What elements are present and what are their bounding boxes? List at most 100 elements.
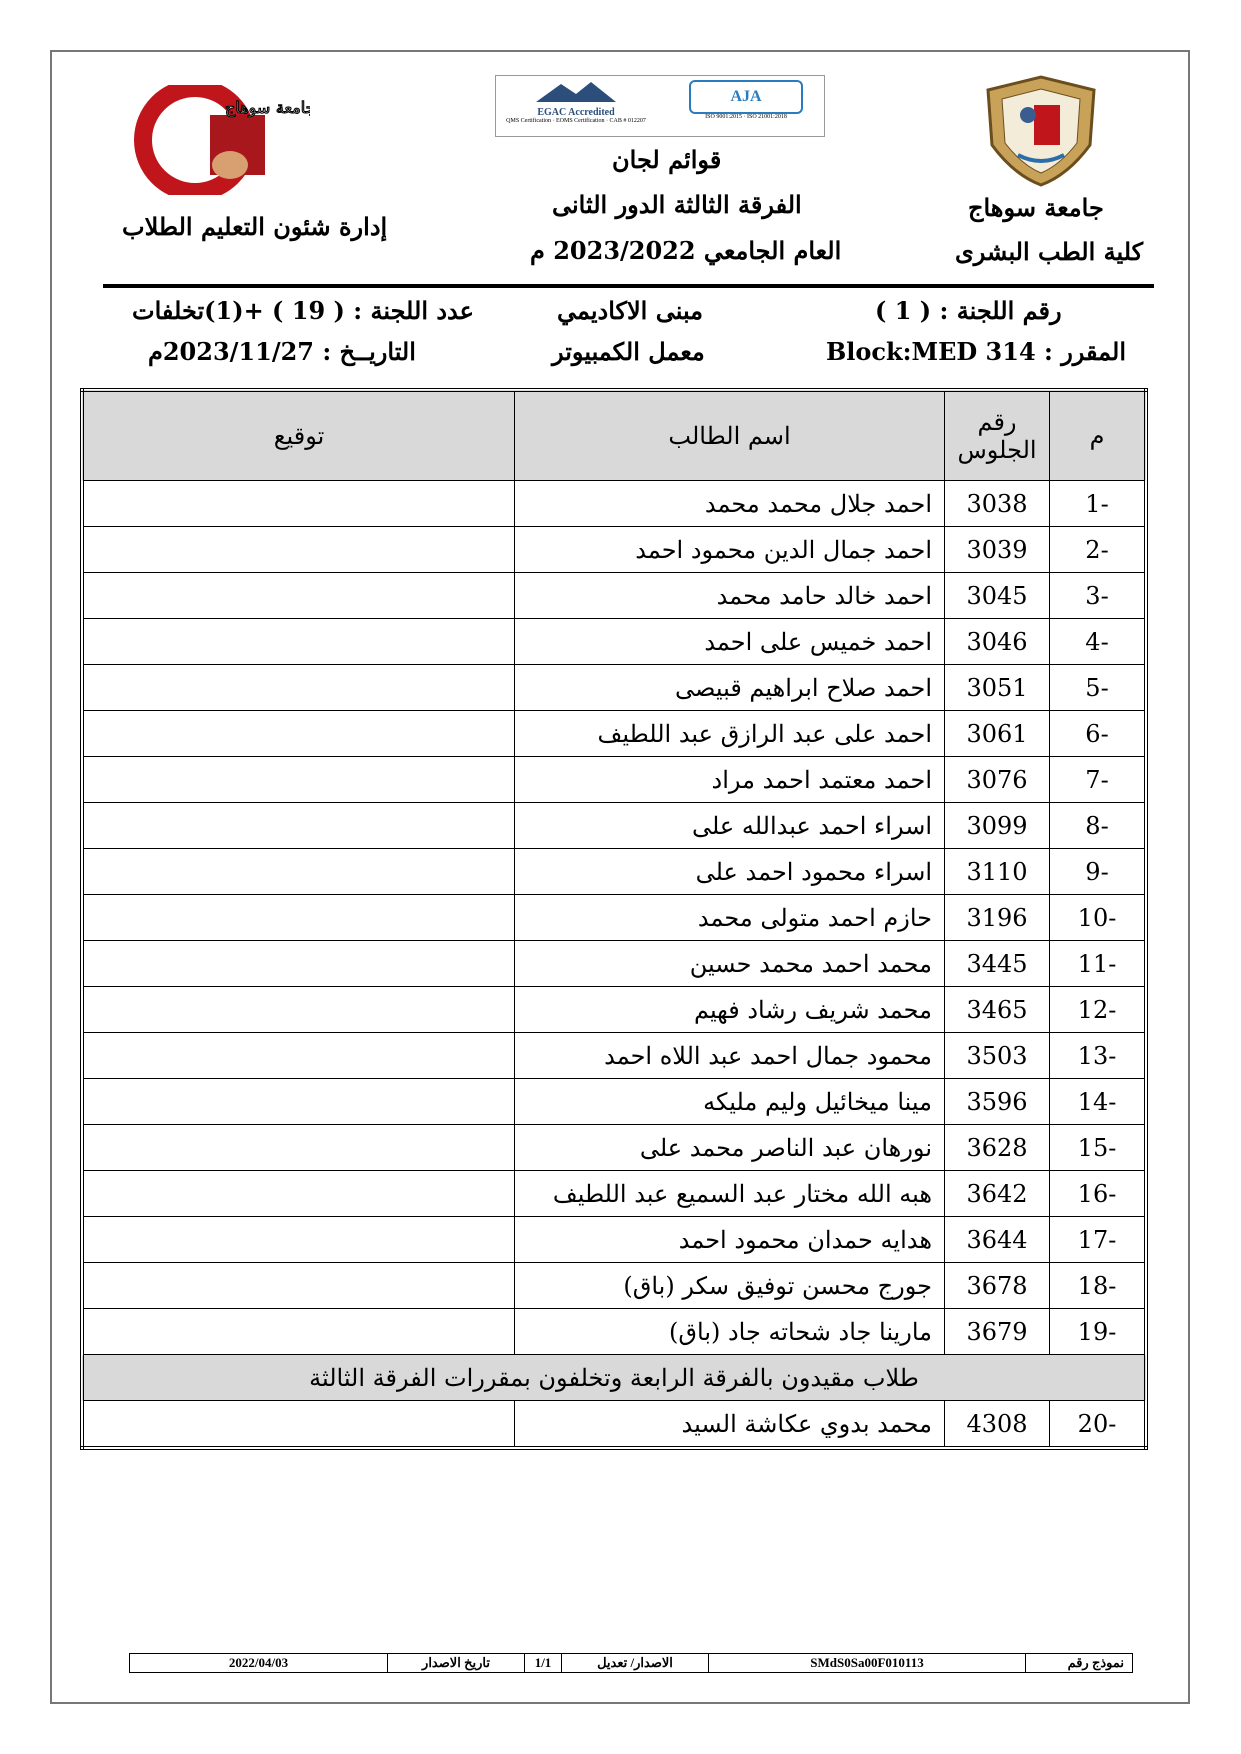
table-row: -11 3445 محمد احمد محمد حسين xyxy=(81,940,1147,987)
table-row: -19 3679 مارينا جاد شحاته جاد (باق) xyxy=(81,1308,1147,1355)
university-name: جامعة سوهاج xyxy=(968,193,1104,222)
seat-number: 3642 xyxy=(944,1170,1050,1217)
header-index: م xyxy=(1049,389,1147,481)
signature-cell[interactable] xyxy=(81,1170,515,1217)
seat-number: 3644 xyxy=(944,1216,1050,1263)
row-index: -4 xyxy=(1049,618,1147,665)
signature-cell[interactable] xyxy=(81,756,515,803)
signature-cell[interactable] xyxy=(81,664,515,711)
form-number-label: نموذج رقم xyxy=(1025,1653,1133,1673)
row-index: -13 xyxy=(1049,1032,1147,1079)
row-index: -17 xyxy=(1049,1216,1147,1263)
header-signature: توقيع xyxy=(81,389,515,481)
section-banner: طلاب مقيدون بالفرقة الرابعة وتخلفون بمقر… xyxy=(81,1354,1147,1401)
form-footer: نموذج رقم SMdS0Sa00F010113 الاصدار/ تعدي… xyxy=(129,1653,1133,1673)
table-row: -2 3039 احمد جمال الدين محمود احمد xyxy=(81,526,1147,573)
seat-number: 3678 xyxy=(944,1262,1050,1309)
signature-cell[interactable] xyxy=(81,986,515,1033)
student-name: محمد شريف رشاد فهيم xyxy=(514,986,945,1033)
issue-date: 2022/04/03 xyxy=(129,1653,388,1673)
course: المقرر : Block:MED 314 xyxy=(826,337,1127,366)
row-index: -20 xyxy=(1049,1400,1147,1449)
student-name: اسراء محمود احمد على xyxy=(514,848,945,895)
table-row: -7 3076 احمد معتمد احمد مراد xyxy=(81,756,1147,803)
header-student-name: اسم الطالب xyxy=(514,389,945,481)
signature-cell[interactable] xyxy=(81,848,515,895)
signature-cell[interactable] xyxy=(81,526,515,573)
table-row: -4 3046 احمد خميس على احمد xyxy=(81,618,1147,665)
table-row: -18 3678 جورج محسن توفيق سكر (باق) xyxy=(81,1262,1147,1309)
faculty-name: كلية الطب البشرى xyxy=(955,237,1144,266)
table-header-row: م رقم الجلوس اسم الطالب توقيع xyxy=(81,389,1147,481)
signature-cell[interactable] xyxy=(81,710,515,757)
signature-cell[interactable] xyxy=(81,1216,515,1263)
signature-cell[interactable] xyxy=(81,572,515,619)
row-index: -6 xyxy=(1049,710,1147,757)
signature-cell[interactable] xyxy=(81,1308,515,1355)
header-seat-number: رقم الجلوس xyxy=(944,389,1050,481)
certification-logos: EGAC Accredited QMS Certification · EOMS… xyxy=(495,75,825,137)
committee-count: عدد اللجنة : ( 19 ) +(1)تخلفات xyxy=(132,296,474,325)
row-index: -7 xyxy=(1049,756,1147,803)
committee-number: رقم اللجنة : ( 1 ) xyxy=(875,296,1062,325)
mountain-icon xyxy=(536,82,616,102)
seat-number: 3628 xyxy=(944,1124,1050,1171)
university-seal-logo xyxy=(986,75,1096,187)
academic-year: العام الجامعي 2023/2022 م xyxy=(530,236,842,265)
issue-date-label: تاريخ الاصدار xyxy=(387,1653,525,1673)
student-name: هدايه حمدان محمود احمد xyxy=(514,1216,945,1263)
signature-cell[interactable] xyxy=(81,1032,515,1079)
student-name: هبه الله مختار عبد السميع عبد اللطيف xyxy=(514,1170,945,1217)
signature-cell[interactable] xyxy=(81,1078,515,1125)
row-index: -9 xyxy=(1049,848,1147,895)
signature-cell[interactable] xyxy=(81,1124,515,1171)
seat-number: 3051 xyxy=(944,664,1050,711)
student-name: اسراء احمد عبدالله على xyxy=(514,802,945,849)
seat-number: 3099 xyxy=(944,802,1050,849)
seat-number: 4308 xyxy=(944,1400,1050,1449)
seat-number: 3038 xyxy=(944,480,1050,527)
building: مبنى الاكاديمي xyxy=(557,296,704,325)
table-row: -6 3061 احمد على عبد الرازق عبد اللطيف xyxy=(81,710,1147,757)
student-name: احمد خميس على احمد xyxy=(514,618,945,665)
table-row: -9 3110 اسراء محمود احمد على xyxy=(81,848,1147,895)
version-label: الاصدار/ تعديل xyxy=(561,1653,709,1673)
seat-number: 3045 xyxy=(944,572,1050,619)
page-border xyxy=(50,50,1190,1704)
seat-number: 3039 xyxy=(944,526,1050,573)
table-row: -5 3051 احمد صلاح ابراهيم قبيصى xyxy=(81,664,1147,711)
seat-number: 3061 xyxy=(944,710,1050,757)
student-name: احمد جلال محمد محمد xyxy=(514,480,945,527)
students-table: م رقم الجلوس اسم الطالب توقيع -1 3038 احمد… xyxy=(80,388,1148,1450)
signature-cell[interactable] xyxy=(81,480,515,527)
year-round: الفرقة الثالثة الدور الثانى xyxy=(552,190,802,219)
table-row: -1 3038 احمد جلال محمد محمد xyxy=(81,480,1147,527)
seat-number: 3679 xyxy=(944,1308,1050,1355)
seat-number: 3110 xyxy=(944,848,1050,895)
signature-cell[interactable] xyxy=(81,802,515,849)
seat-number: 3596 xyxy=(944,1078,1050,1125)
table-row: -15 3628 نورهان عبد الناصر محمد على xyxy=(81,1124,1147,1171)
table-row: -12 3465 محمد شريف رشاد فهيم xyxy=(81,986,1147,1033)
egac-logo: EGAC Accredited QMS Certification · EOMS… xyxy=(506,80,646,124)
department-name: إدارة شئون التعليم الطلاب xyxy=(122,212,388,241)
signature-cell[interactable] xyxy=(81,618,515,665)
version: 1/1 xyxy=(524,1653,562,1673)
signature-cell[interactable] xyxy=(81,1262,515,1309)
signature-cell[interactable] xyxy=(81,1400,515,1449)
student-name: احمد على عبد الرازق عبد اللطيف xyxy=(514,710,945,757)
row-index: -8 xyxy=(1049,802,1147,849)
document-title: قوائم لجان xyxy=(612,145,722,174)
signature-cell[interactable] xyxy=(81,940,515,987)
signature-cell[interactable] xyxy=(81,894,515,941)
row-index: -5 xyxy=(1049,664,1147,711)
header-divider xyxy=(103,284,1154,288)
student-name: احمد معتمد احمد مراد xyxy=(514,756,945,803)
row-index: -18 xyxy=(1049,1262,1147,1309)
student-name: احمد صلاح ابراهيم قبيصى xyxy=(514,664,945,711)
row-index: -16 xyxy=(1049,1170,1147,1217)
seat-number: 3076 xyxy=(944,756,1050,803)
table-row: -10 3196 حازم احمد متولى محمد xyxy=(81,894,1147,941)
table-row: -3 3045 احمد خالد حامد محمد xyxy=(81,572,1147,619)
row-index: -14 xyxy=(1049,1078,1147,1125)
